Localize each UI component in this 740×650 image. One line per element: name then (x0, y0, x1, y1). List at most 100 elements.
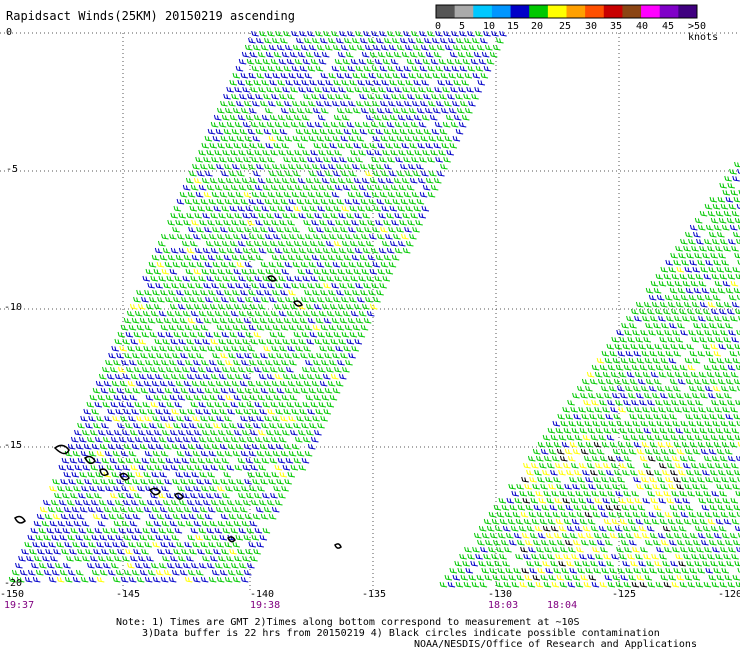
wind-barb (160, 289, 168, 296)
wind-barb (261, 114, 270, 121)
wind-barb (313, 394, 322, 401)
wind-barb (306, 303, 314, 310)
wind-barb (218, 373, 227, 380)
wind-barb (209, 394, 218, 401)
wind-barb (328, 163, 336, 170)
wind-barb (245, 205, 254, 212)
wind-barb (386, 86, 394, 93)
wind-barb (592, 511, 601, 518)
wind-barb (296, 415, 304, 422)
wind-barb (599, 581, 608, 588)
wind-barb (86, 527, 95, 534)
wind-barb (362, 212, 370, 219)
wind-barb (315, 156, 323, 163)
wind-barb (388, 135, 397, 142)
wind-barb (310, 436, 319, 443)
wind-barb (712, 294, 721, 301)
wind-barb (223, 380, 232, 387)
wind-barb (246, 401, 255, 408)
wind-barb (315, 282, 323, 289)
wind-barb (335, 93, 343, 100)
wind-barb (219, 443, 228, 450)
wind-barb (725, 322, 733, 329)
wind-barb (539, 553, 547, 560)
wind-barb (174, 527, 183, 534)
wind-barb (257, 394, 266, 401)
wind-barb (213, 205, 222, 212)
wind-barb (411, 156, 419, 163)
wind-barb (257, 268, 266, 275)
wind-barb (243, 443, 252, 450)
wind-barb (433, 51, 442, 58)
notes: Note: 1) Times are GMT 2)Times along bot… (116, 617, 697, 650)
wind-barb (537, 532, 546, 539)
wind-barb (221, 205, 230, 212)
wind-barb (703, 581, 712, 588)
wind-barb (216, 198, 225, 205)
wind-barb (330, 338, 339, 345)
wind-barb (418, 212, 426, 219)
wind-barb (727, 182, 735, 189)
wind-barb (314, 303, 322, 310)
wind-barb (721, 567, 730, 574)
wind-barb (614, 469, 622, 476)
wind-barb (152, 415, 160, 422)
wind-barb (97, 485, 105, 492)
wind-barb (233, 485, 241, 492)
wind-barb (272, 72, 281, 79)
wind-barb (422, 58, 431, 65)
wind-barb (455, 128, 464, 135)
wind-barb (234, 338, 243, 345)
wind-barb (645, 322, 653, 329)
wind-barb (726, 343, 735, 350)
wind-barb (594, 371, 603, 378)
wind-barb (359, 93, 367, 100)
wind-barb (727, 308, 735, 315)
wind-barb (361, 51, 370, 58)
wind-barb (207, 506, 216, 513)
wind-barb (228, 513, 237, 520)
wind-barb (725, 196, 734, 203)
wind-barb (460, 574, 469, 581)
wind-barb (546, 497, 555, 504)
wind-barb (48, 541, 56, 548)
wind-barb (725, 413, 733, 420)
wind-barb (83, 408, 91, 415)
wind-barb (736, 546, 740, 552)
wind-barb (462, 560, 470, 567)
wind-barb (172, 261, 181, 268)
wind-barb (201, 233, 209, 240)
wind-barb (353, 233, 361, 240)
wind-barb (736, 203, 740, 209)
wind-barb (94, 436, 103, 443)
wind-barb (121, 485, 129, 492)
wind-barb (650, 497, 659, 504)
wind-barb (253, 240, 262, 247)
wind-barb (201, 394, 210, 401)
wind-barb (251, 65, 260, 72)
wind-barb (649, 532, 658, 539)
wind-barb (212, 226, 220, 233)
wind-barb (601, 385, 609, 392)
wind-barb (231, 506, 240, 513)
wind-barb (439, 581, 448, 588)
wind-barb (283, 191, 292, 198)
wind-barb (279, 254, 288, 261)
wind-barb (346, 338, 355, 345)
wind-barb (425, 107, 433, 114)
wind-barb (283, 317, 292, 324)
wind-barb (318, 275, 327, 282)
wind-barb (548, 574, 557, 581)
wind-barb (431, 128, 440, 135)
wind-barb (551, 490, 559, 497)
wind-barb (307, 65, 316, 72)
wind-barb (673, 350, 682, 357)
wind-barb (233, 107, 241, 114)
wind-barb (409, 233, 417, 240)
wind-barb (537, 567, 546, 574)
wind-barb (458, 86, 466, 93)
wind-barb (225, 233, 233, 240)
wind-barb (413, 170, 421, 177)
wind-barb (729, 224, 738, 231)
wind-barb (615, 364, 624, 371)
